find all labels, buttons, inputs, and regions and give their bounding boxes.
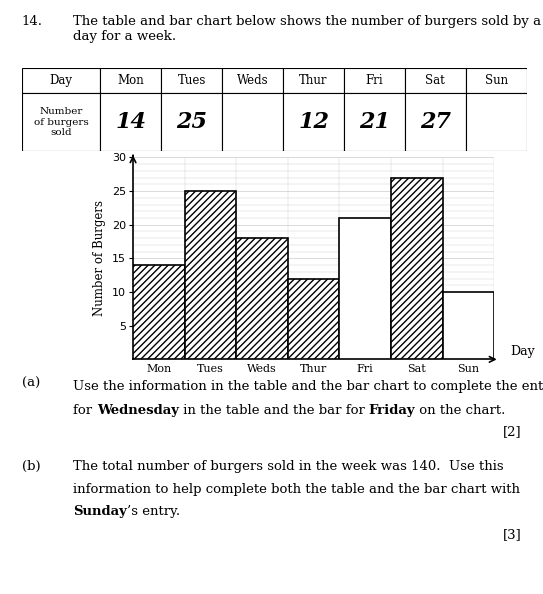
Text: Sun: Sun <box>485 74 508 87</box>
Text: Day: Day <box>49 74 73 87</box>
Bar <box>100 68 161 93</box>
Y-axis label: Number of Burgers: Number of Burgers <box>93 200 106 317</box>
Text: Sunday: Sunday <box>73 505 127 519</box>
Text: [3]: [3] <box>502 528 521 541</box>
Bar <box>22 93 100 151</box>
Text: Thur: Thur <box>299 74 328 87</box>
Bar <box>466 93 527 151</box>
Bar <box>185 191 236 359</box>
Text: Day: Day <box>510 345 535 358</box>
Text: for: for <box>73 404 97 417</box>
Text: 27: 27 <box>420 111 451 134</box>
Text: Fri: Fri <box>365 74 383 87</box>
Bar <box>236 238 288 359</box>
Text: ’s entry.: ’s entry. <box>127 505 180 519</box>
Bar <box>344 68 405 93</box>
Text: 12: 12 <box>298 111 329 134</box>
Bar <box>222 68 283 93</box>
Text: [2]: [2] <box>503 425 521 438</box>
Bar <box>283 93 344 151</box>
Text: Wednesday: Wednesday <box>97 404 179 417</box>
Bar <box>288 279 339 359</box>
Bar <box>283 68 344 93</box>
Bar <box>222 93 283 151</box>
Text: Mon: Mon <box>117 74 144 87</box>
Text: Use the information in the table and the bar chart to complete the entry: Use the information in the table and the… <box>73 380 543 393</box>
Bar <box>405 68 466 93</box>
Text: on the chart.: on the chart. <box>415 404 506 417</box>
Text: (a): (a) <box>22 377 40 390</box>
Bar <box>405 93 466 151</box>
Text: in the table and the bar for: in the table and the bar for <box>179 404 369 417</box>
Bar <box>344 93 405 151</box>
Text: Sat: Sat <box>426 74 445 87</box>
Bar <box>339 218 391 359</box>
Bar <box>391 178 443 359</box>
Bar <box>133 265 185 359</box>
Text: 21: 21 <box>359 111 390 134</box>
Bar <box>443 292 494 359</box>
Text: Number
of burgers
sold: Number of burgers sold <box>34 108 89 137</box>
Bar <box>100 93 161 151</box>
Text: information to help complete both the table and the bar chart with: information to help complete both the ta… <box>73 483 520 496</box>
Bar <box>161 68 222 93</box>
Text: 14: 14 <box>115 111 146 134</box>
Bar <box>466 68 527 93</box>
Text: Weds: Weds <box>237 74 268 87</box>
Text: The table and bar chart below shows the number of burgers sold by a cafe each
da: The table and bar chart below shows the … <box>73 15 543 43</box>
Bar <box>22 68 100 93</box>
Bar <box>161 93 222 151</box>
Text: Tues: Tues <box>178 74 206 87</box>
Text: 14.: 14. <box>22 15 43 28</box>
Text: Friday: Friday <box>369 404 415 417</box>
Text: The total number of burgers sold in the week was 140.  Use this: The total number of burgers sold in the … <box>73 460 504 473</box>
Text: 25: 25 <box>176 111 207 134</box>
Text: (b): (b) <box>22 460 40 473</box>
